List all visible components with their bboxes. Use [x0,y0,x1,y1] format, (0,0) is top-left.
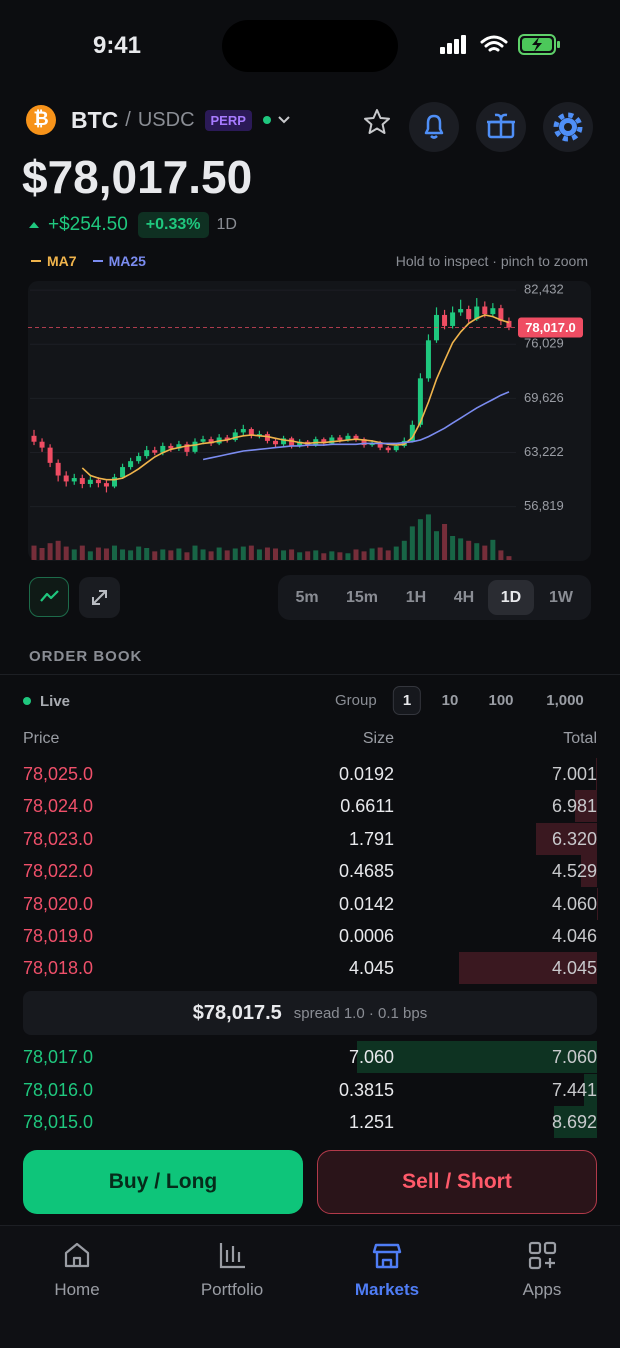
price: 78,017.0 [23,1045,93,1069]
total: 7.060 [552,1045,597,1069]
spread: spread 1.0 · 0.1 bps [294,1005,427,1022]
apps-icon [545,1258,555,1268]
size: 0.3815 [339,1078,394,1102]
price: 78,019.0 [23,924,93,948]
total: 6.981 [552,794,597,818]
price: 78,024.0 [23,794,93,818]
sell-button[interactable]: Sell / Short [317,1150,597,1214]
price: 78,015.0 [23,1110,93,1134]
price: 78,016.0 [23,1078,93,1102]
size: 4.045 [349,956,394,980]
home-icon [66,1244,88,1266]
order-book: 78,025.0 0.0192 7.001 78,024.0 0.6611 6.981 78… [0,0,620,1140]
price: 78,022.0 [23,859,93,883]
size: 0.0142 [339,892,394,916]
total: 7.001 [552,762,597,786]
tab-item[interactable]: Portfolio [172,1280,292,1300]
size: 7.060 [349,1045,394,1069]
size: 0.0006 [339,924,394,948]
tab-item[interactable]: Apps [482,1280,602,1300]
apps-icon [530,1258,540,1268]
total: 4.046 [552,924,597,948]
apps-icon [530,1243,540,1253]
tab-icons [0,1238,620,1272]
size: 0.0192 [339,762,394,786]
price: 78,018.0 [23,956,93,980]
tab-item[interactable]: Home [17,1280,137,1300]
price: 78,023.0 [23,827,93,851]
buy-button[interactable]: Buy / Long [23,1150,303,1214]
apps-icon [545,1243,555,1253]
total: 4.529 [552,859,597,883]
size: 1.251 [349,1110,394,1134]
price: 78,020.0 [23,892,93,916]
markets-icon [374,1245,400,1267]
total: 7.441 [552,1078,597,1102]
size: 0.4685 [339,859,394,883]
total: 8.692 [552,1110,597,1134]
tab-item[interactable]: Markets [327,1280,447,1300]
mid-price: $78,017.5 [193,1002,282,1025]
mid-price-bar: $78,017.5 spread 1.0 · 0.1 bps [23,991,597,1035]
portfolio-icon [221,1243,245,1267]
size: 0.6611 [340,794,394,818]
size: 1.791 [349,827,394,851]
price: 78,025.0 [23,762,93,786]
total: 6.320 [552,827,597,851]
total: 4.060 [552,892,597,916]
total: 4.045 [552,956,597,980]
